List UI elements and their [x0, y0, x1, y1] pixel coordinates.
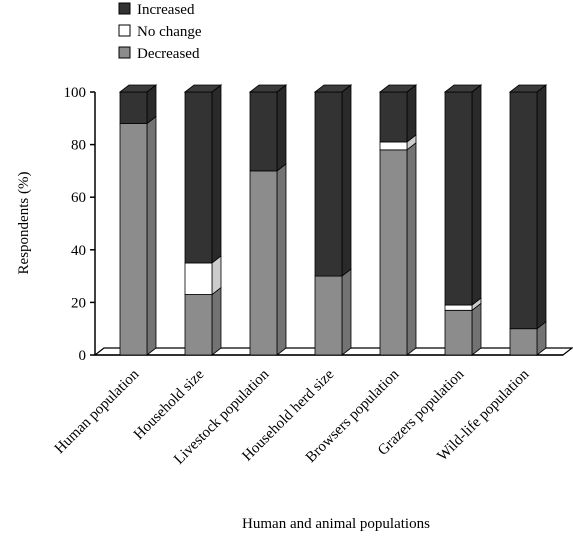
bar-decreased-household-size-side: [211, 286, 222, 356]
y-tick-label: 80: [71, 138, 86, 154]
legend-label-no-change: No change: [137, 24, 202, 40]
bar-group-human-population: [118, 84, 158, 356]
bar-decreased-human-population: [119, 123, 148, 356]
bar-group-grazers-population: [443, 84, 483, 356]
legend-label-decreased: Decreased: [137, 46, 200, 62]
bar-top-livestock-population: [248, 84, 288, 93]
bar-decreased-livestock-population: [249, 170, 278, 356]
bar-group-household-size: [183, 84, 223, 356]
bar-decreased-human-population-side: [146, 115, 157, 356]
bar-decreased-household-herd-size: [314, 275, 343, 356]
legend-swatch-decreased: [118, 46, 131, 59]
bar-decreased-household-herd-size-side: [341, 268, 352, 356]
bar-no-change-browsers-population: [379, 141, 408, 151]
bar-top-grazers-population: [443, 84, 483, 93]
bar-increased-livestock-population-side: [276, 84, 287, 172]
bar-group-household-herd-size: [313, 84, 353, 356]
y-tick-label: 100: [64, 85, 87, 101]
bar-increased-browsers-population: [379, 91, 408, 143]
bar-top-human-population: [118, 84, 158, 93]
bar-decreased-grazers-population: [444, 309, 473, 356]
bar-group-livestock-population: [248, 84, 288, 356]
bar-increased-wild-life-population-side: [536, 84, 547, 330]
legend-swatch-no-change: [118, 24, 131, 37]
bar-increased-household-herd-size: [314, 91, 343, 277]
bar-top-browsers-population: [378, 84, 418, 93]
bar-decreased-browsers-population-side: [406, 142, 417, 356]
bar-decreased-livestock-population-side: [276, 163, 287, 356]
bar-increased-household-size: [184, 91, 213, 264]
bar-increased-wild-life-population: [509, 91, 538, 330]
bar-decreased-wild-life-population: [509, 328, 538, 356]
bar-no-change-grazers-population: [444, 304, 473, 311]
bar-decreased-household-size: [184, 294, 213, 356]
bar-decreased-browsers-population: [379, 149, 408, 356]
y-tick-label: 40: [71, 243, 86, 259]
bar-decreased-grazers-population-side: [471, 302, 482, 356]
legend: Increased No change Decreased: [118, 2, 202, 62]
bars: [118, 84, 548, 356]
bar-increased-household-size-side: [211, 84, 222, 264]
legend-label-increased: Increased: [137, 2, 195, 18]
bar-increased-browsers-population-side: [406, 84, 417, 143]
bar-increased-grazers-population-side: [471, 84, 482, 306]
bar-no-change-household-size: [184, 262, 213, 295]
bar-top-household-herd-size: [313, 84, 353, 93]
bar-increased-grazers-population: [444, 91, 473, 306]
y-tick-label: 20: [71, 295, 86, 311]
bar-increased-human-population: [119, 91, 148, 124]
bar-increased-household-herd-size-side: [341, 84, 352, 277]
bar-top-wild-life-population: [508, 84, 548, 93]
y-tick-label: 0: [79, 348, 87, 364]
legend-swatch-increased: [118, 2, 131, 15]
bar-top-household-size: [183, 84, 223, 93]
bar-increased-livestock-population: [249, 91, 278, 172]
x-axis-title: Human and animal populations: [242, 516, 430, 532]
y-tick-label: 60: [71, 190, 86, 206]
bar-group-wild-life-population: [508, 84, 548, 356]
x-tick-label: Human population: [52, 366, 143, 457]
bar-group-browsers-population: [378, 84, 418, 356]
y-axis-title: Respondents (%): [16, 172, 32, 275]
